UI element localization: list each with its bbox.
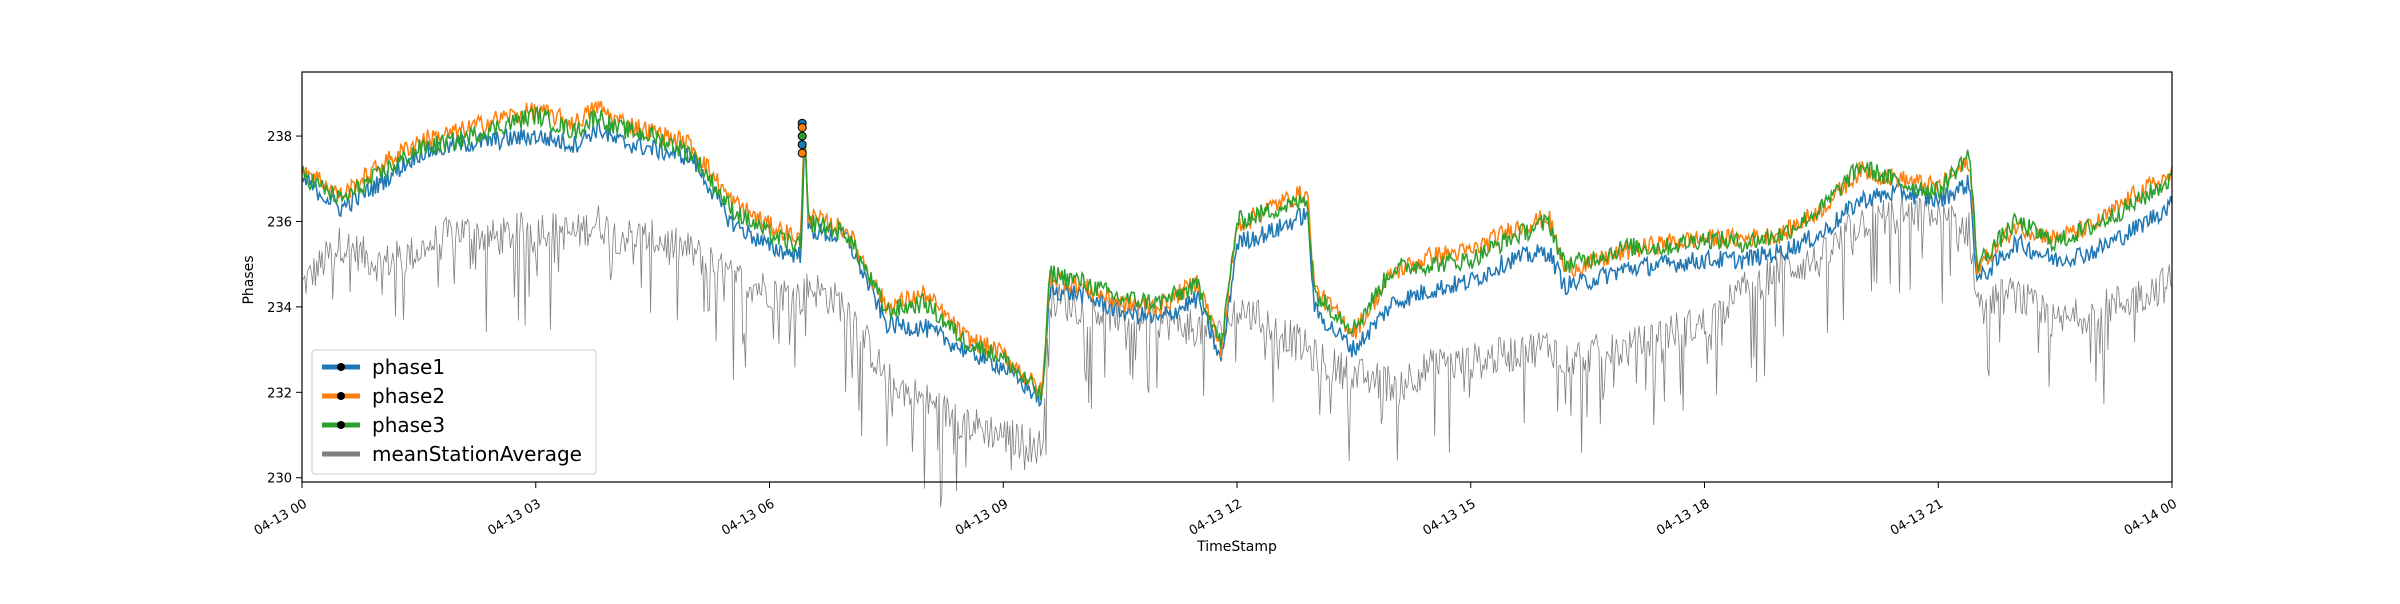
legend-marker xyxy=(337,421,345,429)
y-tick-label: 232 xyxy=(267,386,292,401)
x-axis-label: TimeStamp xyxy=(1196,539,1277,555)
legend-box xyxy=(311,349,597,475)
series-line-phase1 xyxy=(301,118,2173,408)
y-tick-label: 238 xyxy=(267,130,292,145)
series-line-phase3 xyxy=(301,105,2173,400)
legend-label-phase1: phase1 xyxy=(372,355,445,379)
legend-label-meanStationAverage: meanStationAverage xyxy=(372,442,582,466)
data-point-marker xyxy=(797,140,807,150)
legend: phase1 phase2 phase3 meanStationAverage xyxy=(311,349,597,475)
data-point-marker xyxy=(797,148,807,158)
legend-label-phase2: phase2 xyxy=(372,384,445,408)
data-point-marker xyxy=(797,123,807,132)
y-tick-label: 234 xyxy=(267,301,292,316)
data-point-marker xyxy=(797,131,807,141)
series-line-meanStationAverage xyxy=(301,194,2173,508)
legend-label-phase3: phase3 xyxy=(372,413,445,437)
y-tick-label: 230 xyxy=(267,472,292,487)
legend-marker xyxy=(337,363,345,371)
y-axis-label: Phases xyxy=(241,255,257,304)
series-layer xyxy=(301,100,2173,508)
y-tick-label: 236 xyxy=(267,215,292,230)
legend-marker xyxy=(337,392,345,400)
